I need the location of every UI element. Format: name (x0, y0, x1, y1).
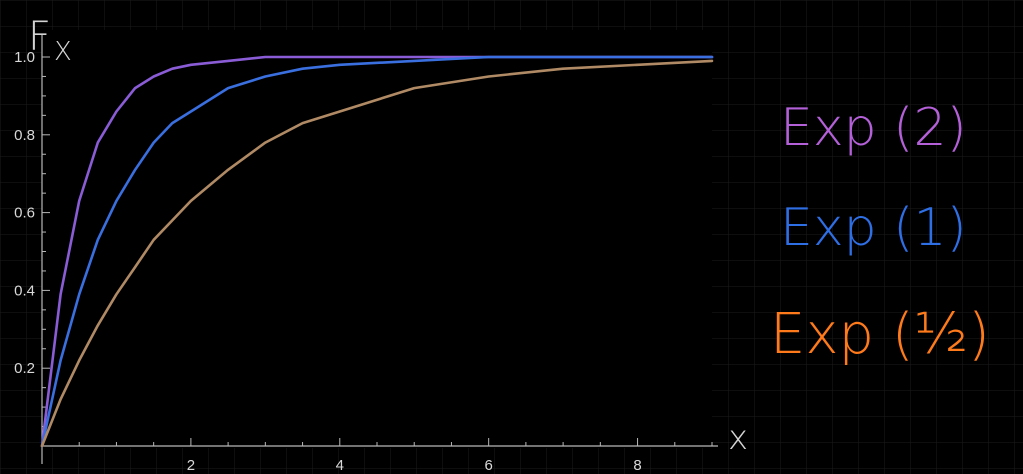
legend-exp-1: Exp (1) (780, 198, 967, 258)
y-tick-label: 1.0 (14, 49, 35, 66)
y-tick-label: 0.8 (14, 127, 35, 144)
y-axis-subscript: X (54, 37, 72, 67)
series-line-3 (40, 59, 714, 448)
x-axis-label: x (728, 418, 748, 458)
legend-exp-2: Exp (2) (780, 98, 967, 158)
x-tick-label: 6 (484, 457, 492, 474)
plot-area (42, 30, 712, 448)
y-axis-label: F (28, 14, 51, 60)
series-line-2 (40, 55, 714, 448)
x-tick-label: 8 (633, 457, 641, 474)
axes (41, 34, 718, 464)
y-tick-label: 0.6 (14, 205, 35, 222)
tick-labels: 2 4 6 8 0.2 0.4 0.6 0.8 1.0 (14, 49, 642, 474)
y-tick-label: 0.4 (14, 282, 35, 299)
ticks (42, 56, 713, 446)
x-tick-label: 2 (187, 457, 195, 474)
y-tick-label: 0.2 (14, 360, 35, 377)
x-tick-label: 4 (336, 457, 344, 474)
legend-exp-half: Exp (½) (770, 302, 990, 367)
series-lines (40, 55, 714, 448)
